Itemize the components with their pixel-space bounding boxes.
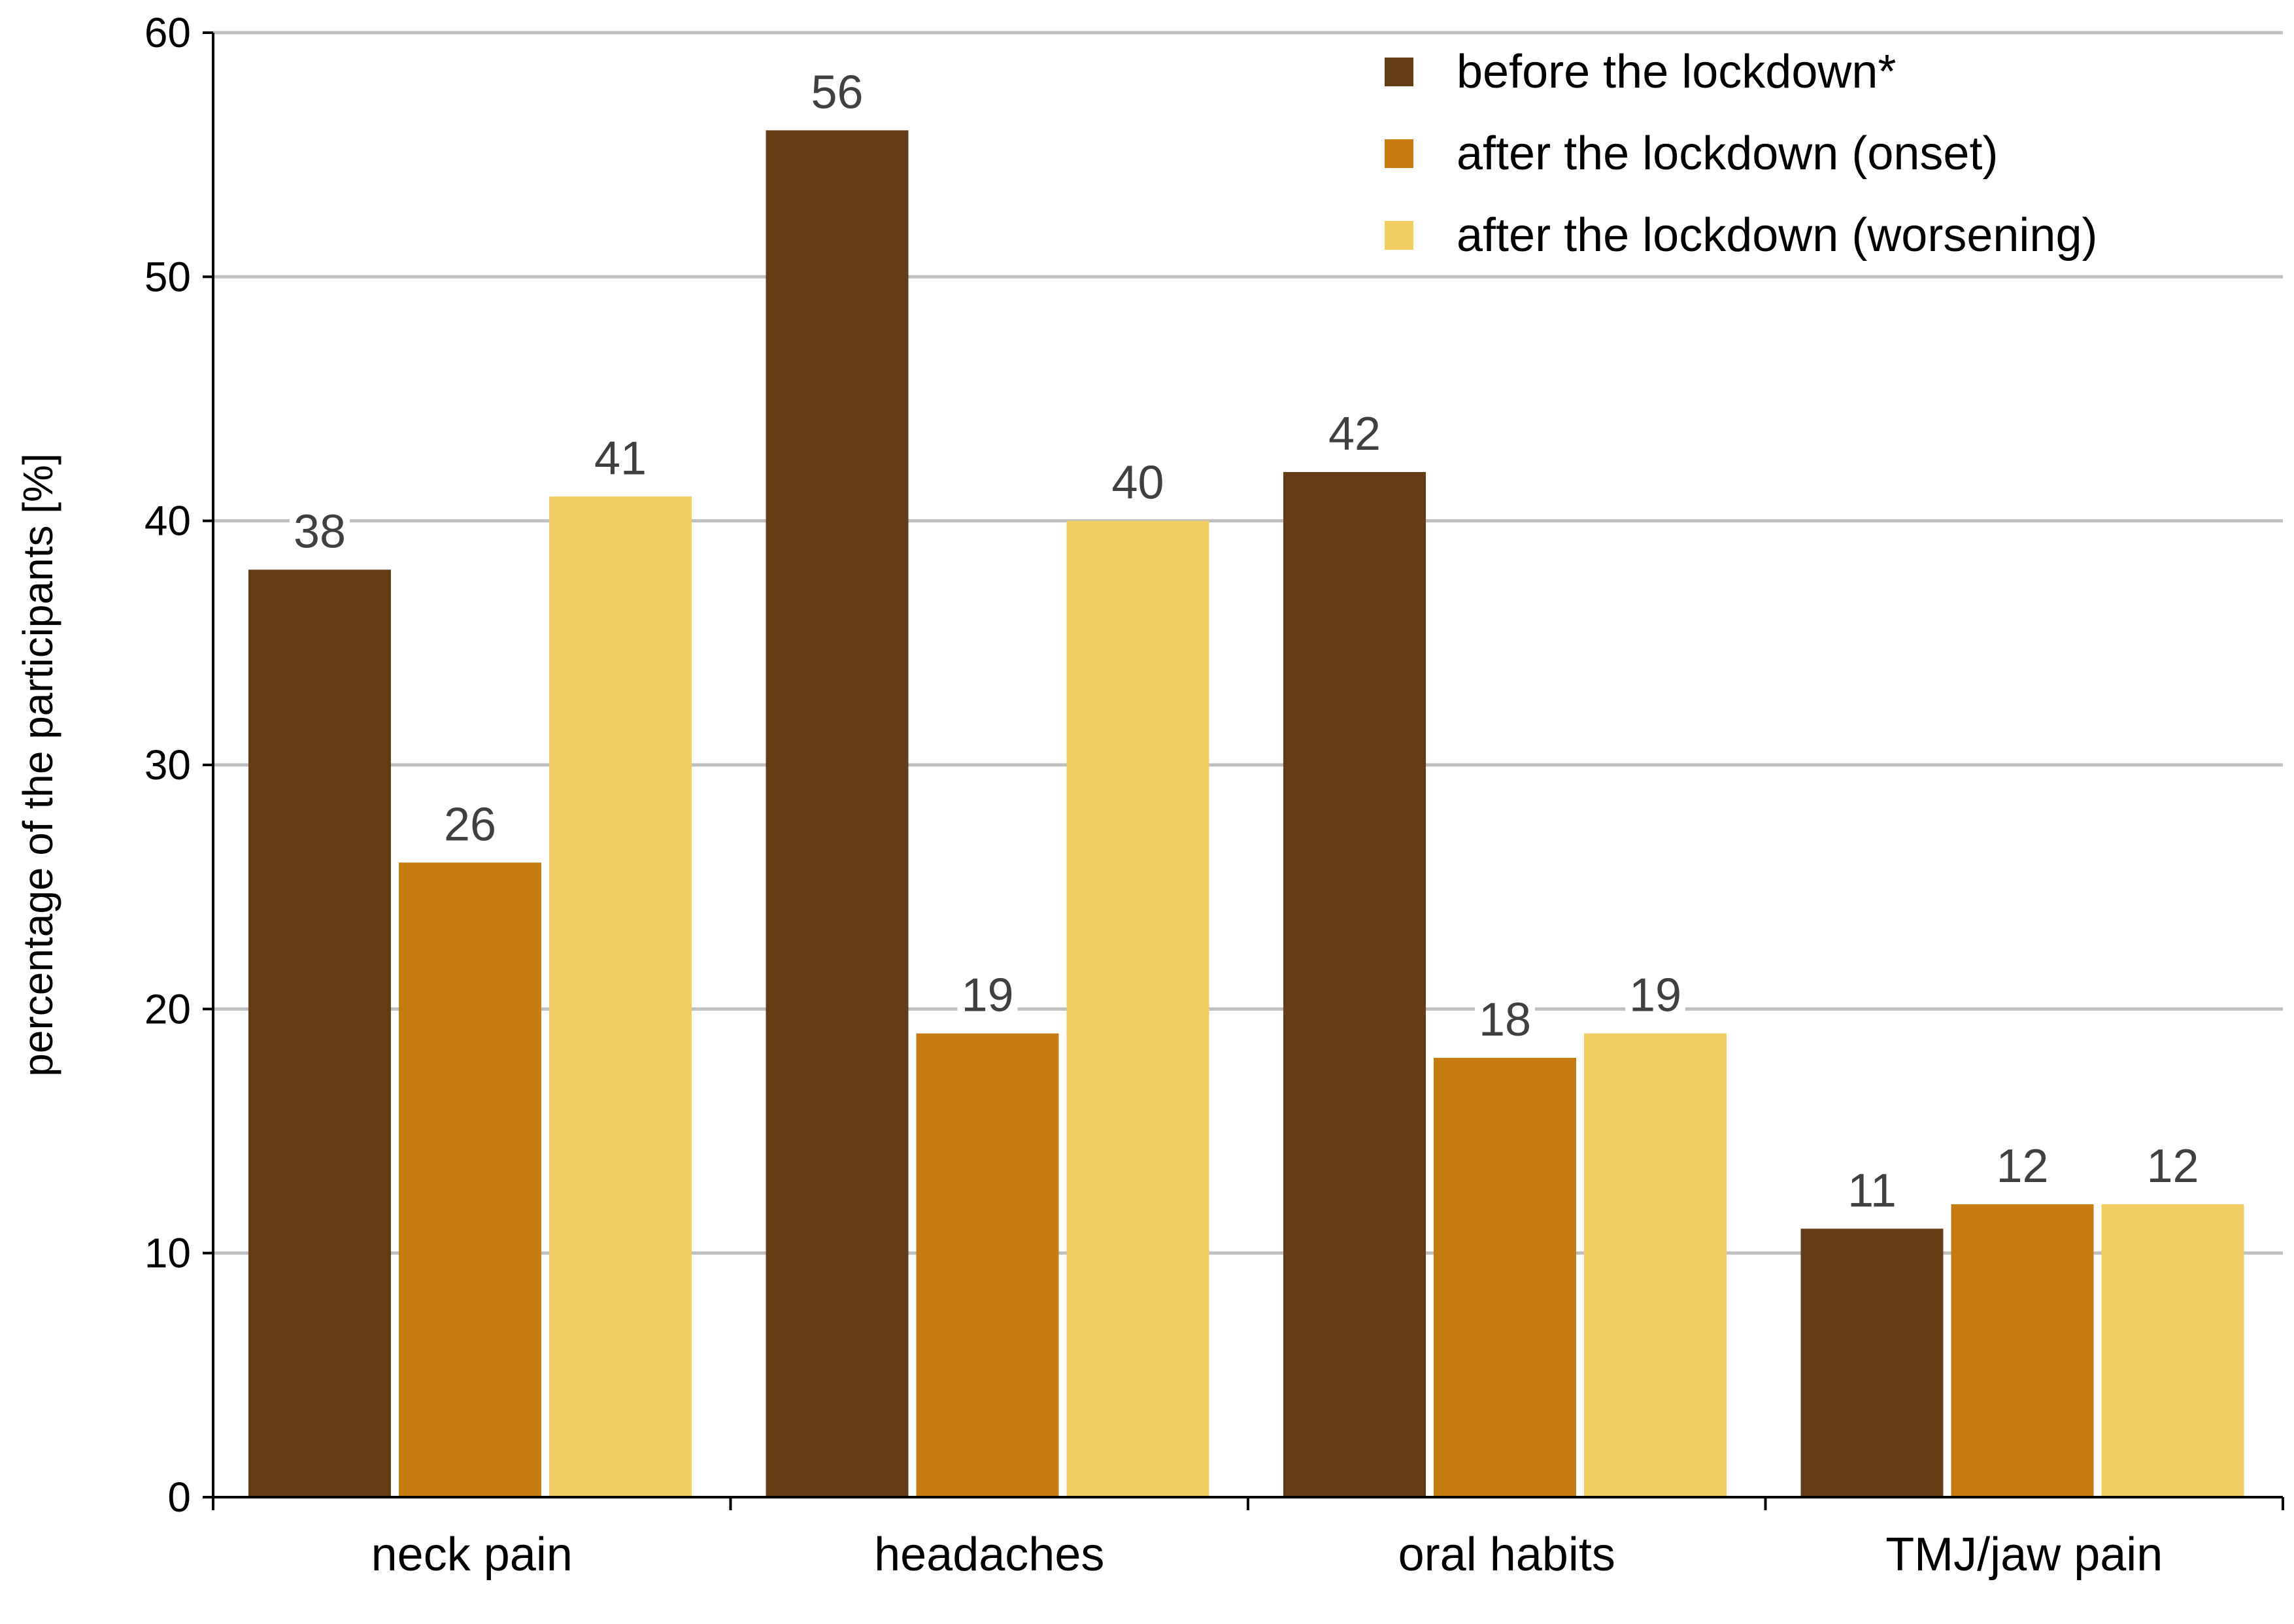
data-label: 26 <box>444 798 496 851</box>
data-label: 38 <box>294 505 346 558</box>
data-label: 18 <box>1479 994 1531 1046</box>
data-label-background <box>1844 1164 1900 1217</box>
legend-swatch <box>1385 221 1413 250</box>
data-label: 19 <box>961 970 1013 1022</box>
x-category-label: TMJ/jaw pain <box>1885 1529 2163 1581</box>
data-label: 41 <box>594 432 647 484</box>
data-label: 19 <box>1629 970 1681 1022</box>
legend-swatch <box>1385 58 1413 86</box>
bar <box>1951 1204 2094 1497</box>
bar <box>2101 1204 2244 1497</box>
data-label-background <box>2142 1140 2203 1193</box>
y-tick-label: 50 <box>144 253 191 300</box>
data-label-background <box>1474 994 1536 1046</box>
y-axis-title: percentage of the participants [%] <box>14 453 61 1076</box>
data-label-background <box>1107 456 1168 509</box>
legend-label: before the lockdown* <box>1457 46 1896 98</box>
y-tick-label: 60 <box>144 9 191 56</box>
data-label-background <box>1625 969 1686 1022</box>
y-tick-label: 30 <box>144 741 191 788</box>
legend: before the lockdown* after the lockdown (… <box>1385 46 2097 262</box>
x-category-label: headaches <box>874 1529 1104 1581</box>
bar <box>1584 1033 1727 1497</box>
axes: 0 10 20 30 40 50 60 neck pain headaches oral habi… <box>144 9 2284 1581</box>
data-label-background <box>289 505 350 558</box>
data-label: 12 <box>2146 1140 2199 1193</box>
bar <box>766 130 909 1498</box>
data-label-background <box>590 432 651 485</box>
y-tick-label: 20 <box>144 985 191 1032</box>
y-tick-label: 0 <box>167 1474 191 1521</box>
bar <box>1434 1058 1576 1497</box>
bars <box>248 130 2244 1498</box>
legend-label: after the lockdown (onset) <box>1457 127 1998 180</box>
bar <box>399 862 541 1497</box>
data-label: 56 <box>811 66 863 118</box>
data-label-background <box>807 66 868 119</box>
data-label-background <box>1992 1140 2053 1193</box>
bar <box>1283 472 1426 1497</box>
data-label-background <box>957 969 1018 1022</box>
legend-label: after the lockdown (worsening) <box>1457 209 2097 262</box>
data-label-background <box>1324 408 1385 460</box>
data-label: 11 <box>1847 1164 1897 1217</box>
data-label: 42 <box>1328 408 1381 460</box>
x-category-label: oral habits <box>1398 1529 1615 1581</box>
bar <box>1066 520 1209 1497</box>
data-label: 12 <box>1996 1140 2048 1193</box>
bar <box>1800 1228 1944 1497</box>
data-label: 40 <box>1111 457 1164 509</box>
y-tick-label: 40 <box>144 498 191 545</box>
legend-swatch <box>1385 139 1413 168</box>
data-label-background <box>439 798 501 851</box>
bar <box>248 569 391 1498</box>
bar <box>549 496 692 1498</box>
x-category-label: neck pain <box>371 1529 573 1581</box>
data-labels: 38 26 41 56 19 40 42 18 19 11 12 12 <box>289 66 2203 1217</box>
y-tick-label: 10 <box>144 1230 191 1277</box>
bar <box>916 1033 1059 1497</box>
